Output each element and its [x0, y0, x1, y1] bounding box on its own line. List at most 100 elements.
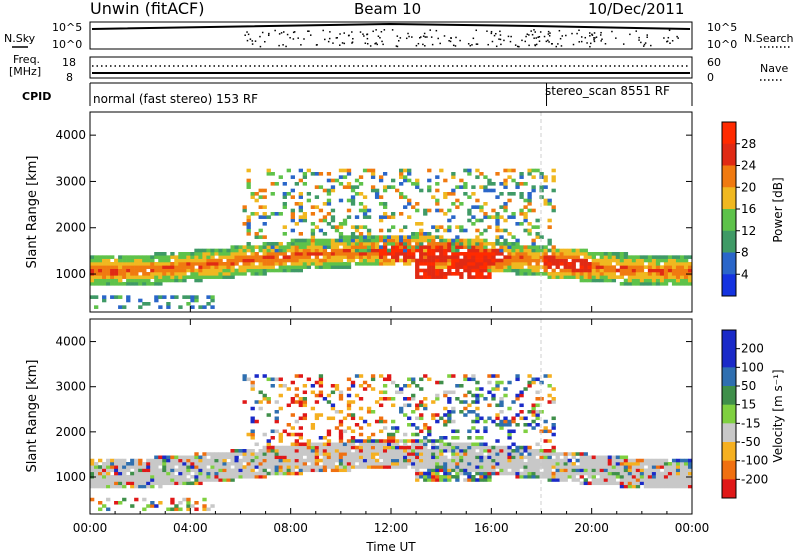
power-cell — [411, 232, 416, 236]
velocity-cell — [322, 449, 328, 453]
power-cell — [302, 265, 308, 269]
velocity-cell — [467, 458, 472, 463]
power-cell — [386, 215, 392, 219]
power-cell — [583, 275, 588, 279]
velocity-cell — [386, 455, 392, 460]
power-cell — [382, 185, 388, 189]
velocity-cell — [471, 462, 476, 466]
power-cell — [483, 252, 488, 256]
power-cell — [326, 258, 332, 263]
velocity-cell — [194, 462, 199, 466]
velocity-cell — [527, 374, 532, 378]
power-cell — [102, 275, 107, 279]
velocity-cell — [258, 452, 263, 456]
velocity-cell — [431, 462, 436, 466]
velocity-cell — [631, 481, 637, 486]
velocity-cell — [238, 449, 243, 453]
velocity-cell — [378, 403, 384, 408]
power-cell — [258, 188, 263, 193]
velocity-cell — [166, 475, 171, 479]
velocity-cell — [439, 449, 444, 453]
colorbar-segment — [722, 367, 736, 387]
power-cell — [523, 228, 528, 233]
power-cell — [258, 235, 263, 239]
power-cell — [106, 272, 111, 276]
velocity-cell — [611, 481, 617, 486]
power-cell — [535, 258, 540, 263]
power-cell — [354, 238, 360, 243]
power-cell — [619, 272, 625, 276]
power-cell — [511, 235, 516, 239]
power-cell — [459, 242, 464, 246]
power-cell — [503, 262, 508, 266]
velocity-cell — [551, 478, 556, 482]
power-cell — [623, 262, 629, 266]
power-cell — [443, 262, 448, 266]
power-cell — [411, 238, 416, 243]
power-cell — [603, 272, 609, 276]
power-cell — [158, 275, 163, 279]
noise-point — [593, 32, 596, 34]
velocity-cell — [419, 416, 424, 421]
velocity-cell — [679, 458, 685, 463]
power-cell — [419, 258, 424, 263]
power-cell — [330, 242, 336, 246]
velocity-cell — [515, 471, 520, 476]
power-cell — [134, 258, 139, 263]
power-cell — [190, 252, 195, 256]
velocity-cell — [218, 455, 223, 460]
power-cell — [527, 265, 532, 269]
power-cell — [382, 215, 388, 219]
velocity-cell — [499, 452, 504, 456]
velocity-cell — [451, 455, 456, 460]
power-cell — [427, 232, 432, 236]
velocity-cell — [495, 403, 500, 408]
power-cell — [98, 268, 103, 273]
power-cell — [210, 298, 215, 303]
velocity-cell — [174, 504, 179, 508]
power-cell — [222, 252, 227, 256]
power-cell — [130, 255, 135, 259]
velocity-cell — [635, 478, 641, 482]
velocity-cell — [415, 471, 420, 476]
freq-label-1: Freq. — [13, 53, 40, 66]
velocity-cell — [146, 475, 151, 479]
power-cell — [258, 268, 263, 273]
power-cell — [290, 252, 295, 256]
velocity-cell — [411, 380, 416, 385]
power-cell — [399, 192, 404, 196]
power-cell — [687, 275, 693, 279]
power-cell — [242, 265, 247, 269]
power-cell — [266, 242, 271, 246]
colorbar-tick-label: -200 — [741, 472, 768, 486]
power-cell — [358, 232, 364, 236]
power-cell — [386, 252, 392, 256]
velocity-cell — [234, 458, 239, 463]
velocity-cell — [330, 406, 336, 411]
velocity-cell — [575, 458, 580, 463]
power-cell — [447, 265, 452, 269]
noise-point — [417, 42, 420, 45]
velocity-cell — [310, 445, 316, 450]
velocity-cell — [419, 458, 424, 463]
velocity-cell — [274, 416, 279, 421]
power-cell — [539, 185, 544, 189]
velocity-cell — [166, 465, 171, 469]
power-cell — [535, 248, 540, 253]
power-cell — [519, 175, 524, 179]
power-cell — [174, 295, 179, 299]
velocity-cell — [479, 471, 484, 476]
power-cell — [607, 258, 613, 263]
power-cell — [258, 272, 263, 276]
velocity-cell — [679, 468, 685, 473]
velocity-cell — [378, 397, 384, 401]
velocity-cell — [178, 501, 183, 505]
velocity-cell — [154, 465, 159, 469]
power-cell — [342, 168, 348, 173]
velocity-cell — [471, 475, 476, 479]
power-cell — [411, 255, 416, 259]
velocity-cell — [543, 429, 548, 434]
velocity-cell — [274, 410, 279, 414]
power-cell — [479, 232, 484, 236]
power-cell — [386, 262, 392, 266]
